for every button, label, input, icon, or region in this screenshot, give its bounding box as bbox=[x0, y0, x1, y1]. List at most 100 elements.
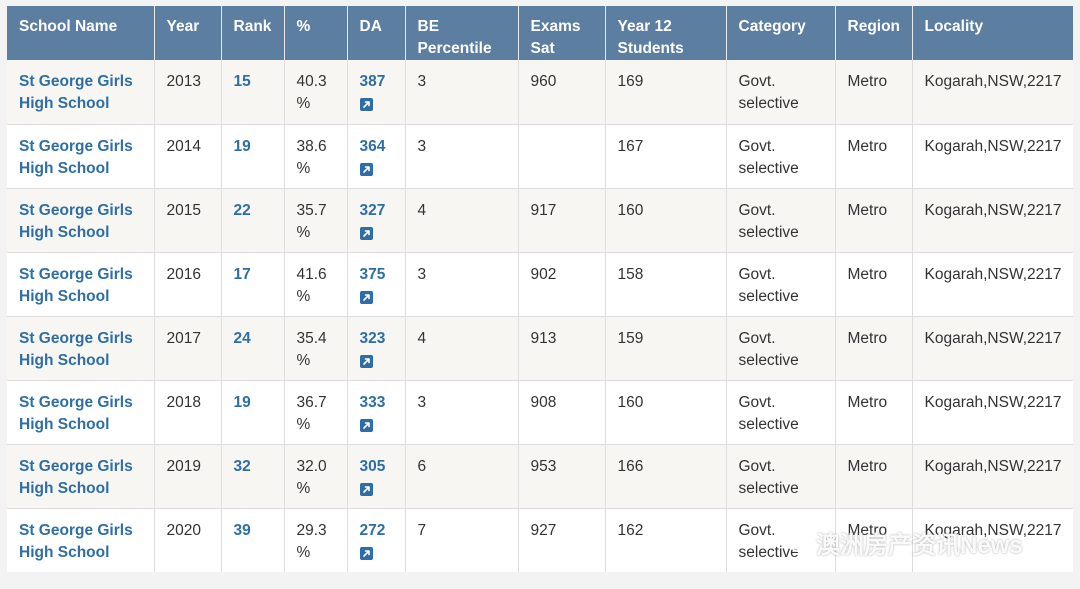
rank-link[interactable]: 19 bbox=[233, 393, 251, 411]
cell-percent: 35.7% bbox=[284, 187, 348, 252]
school-link[interactable]: St George Girls High School bbox=[19, 458, 133, 497]
locality-value: Kogarah,NSW,2217 bbox=[924, 457, 1062, 475]
cell-region: Metro bbox=[835, 60, 913, 124]
percent-value: 29.3 bbox=[296, 521, 327, 539]
category-line1: Govt. bbox=[738, 393, 776, 411]
external-link-icon[interactable] bbox=[359, 226, 373, 240]
column-header-exams-sat: Exams Sat bbox=[518, 6, 606, 60]
watermark-text: 澳洲房产资讯News bbox=[816, 531, 1023, 559]
cell-rank: 24 bbox=[221, 315, 285, 380]
cell-region: Metro bbox=[835, 251, 913, 316]
cell-year12-students: 166 bbox=[605, 443, 727, 508]
da-link[interactable]: 333 bbox=[359, 393, 386, 411]
school-name-line1: St George Girls bbox=[19, 329, 133, 347]
external-link-icon[interactable] bbox=[359, 290, 373, 304]
cell-da: 272 bbox=[347, 507, 406, 572]
da-link[interactable]: 327 bbox=[359, 201, 386, 219]
cell-category: Govt. selective bbox=[726, 187, 836, 252]
rank-link[interactable]: 39 bbox=[233, 521, 251, 539]
category-line1: Govt. bbox=[738, 521, 776, 539]
region-value: Metro bbox=[847, 457, 888, 475]
school-name-line1: St George Girls bbox=[19, 457, 133, 475]
column-header-label-line2: Sat bbox=[530, 40, 555, 57]
cell-year: 2013 bbox=[154, 60, 222, 124]
rank-link[interactable]: 22 bbox=[233, 201, 251, 219]
da-link[interactable]: 375 bbox=[359, 265, 386, 283]
cell-be-percentile: 4 bbox=[405, 187, 519, 252]
cell-rank: 17 bbox=[221, 251, 285, 316]
external-link-icon[interactable] bbox=[359, 98, 373, 112]
exams-value: 927 bbox=[530, 521, 557, 539]
rank-link[interactable]: 32 bbox=[233, 457, 251, 475]
da-link[interactable]: 364 bbox=[359, 137, 386, 155]
cell-category: Govt. selective bbox=[726, 123, 836, 188]
external-link-icon[interactable] bbox=[359, 162, 373, 176]
school-link[interactable]: St George Girls High School bbox=[19, 202, 133, 241]
category-line2: selective bbox=[738, 223, 799, 241]
cell-locality: Kogarah,NSW,2217 bbox=[912, 379, 1073, 444]
column-header-label: Locality bbox=[924, 18, 984, 35]
school-name-line2: High School bbox=[19, 479, 110, 497]
school-link[interactable]: St George Girls High School bbox=[19, 522, 133, 561]
rank-link[interactable]: 17 bbox=[233, 265, 251, 283]
percent-value: 32.0 bbox=[296, 457, 327, 475]
cell-be-percentile: 3 bbox=[405, 60, 519, 124]
percent-sign: % bbox=[296, 159, 311, 177]
percent-value: 36.7 bbox=[296, 393, 327, 411]
school-name-line2: High School bbox=[19, 95, 110, 112]
students-value: 160 bbox=[617, 201, 644, 219]
column-header-label: Category bbox=[738, 18, 806, 35]
table-row: St George Girls High School 2013 15 40.3% 387… bbox=[7, 60, 1073, 124]
da-link[interactable]: 305 bbox=[359, 457, 386, 475]
cell-school-name: St George Girls High School bbox=[7, 187, 155, 252]
da-link[interactable]: 323 bbox=[359, 329, 386, 347]
external-link-icon[interactable] bbox=[359, 482, 373, 496]
percent-value: 35.4 bbox=[296, 329, 327, 347]
cell-be-percentile: 7 bbox=[405, 507, 519, 572]
cell-category: Govt. selective bbox=[726, 379, 836, 444]
be-value: 7 bbox=[417, 521, 427, 539]
category-line1: Govt. bbox=[738, 329, 776, 347]
region-value: Metro bbox=[847, 137, 888, 155]
table-row: St George Girls High School 2016 17 41.6% 375… bbox=[7, 251, 1073, 316]
column-header-year12-students: Year 12 Students bbox=[605, 6, 727, 60]
students-value: 160 bbox=[617, 393, 644, 411]
da-link[interactable]: 272 bbox=[359, 521, 386, 539]
school-name-line1: St George Girls bbox=[19, 265, 133, 283]
school-link[interactable]: St George Girls High School bbox=[19, 73, 133, 112]
school-link[interactable]: St George Girls High School bbox=[19, 138, 133, 177]
school-link[interactable]: St George Girls High School bbox=[19, 330, 133, 369]
be-value: 3 bbox=[417, 393, 427, 411]
cell-da: 305 bbox=[347, 443, 406, 508]
school-name-line1: St George Girls bbox=[19, 393, 133, 411]
cell-year: 2016 bbox=[154, 251, 222, 316]
percent-value: 38.6 bbox=[296, 137, 327, 155]
cell-rank: 19 bbox=[221, 123, 285, 188]
external-link-icon[interactable] bbox=[359, 546, 373, 560]
cell-year12-students: 159 bbox=[605, 315, 727, 380]
rank-link[interactable]: 24 bbox=[233, 329, 251, 347]
da-link[interactable]: 387 bbox=[359, 73, 386, 90]
cell-category: Govt. selective bbox=[726, 443, 836, 508]
external-link-icon[interactable] bbox=[359, 354, 373, 368]
column-header-label: % bbox=[296, 18, 311, 35]
cell-region: Metro bbox=[835, 379, 913, 444]
year-value: 2013 bbox=[166, 73, 201, 90]
external-link-icon[interactable] bbox=[359, 418, 373, 432]
cell-percent: 40.3% bbox=[284, 60, 348, 124]
category-line2: selective bbox=[738, 95, 799, 112]
school-link[interactable]: St George Girls High School bbox=[19, 266, 133, 305]
rank-link[interactable]: 15 bbox=[233, 73, 251, 90]
region-value: Metro bbox=[847, 201, 888, 219]
cell-exams-sat bbox=[518, 123, 606, 188]
school-link[interactable]: St George Girls High School bbox=[19, 394, 133, 433]
column-header-label-line2: Percentile bbox=[417, 40, 492, 57]
cell-school-name: St George Girls High School bbox=[7, 315, 155, 380]
be-value: 6 bbox=[417, 457, 427, 475]
exams-value: 902 bbox=[530, 265, 557, 283]
cell-region: Metro bbox=[835, 507, 913, 572]
rank-link[interactable]: 19 bbox=[233, 137, 251, 155]
wechat-icon bbox=[781, 531, 808, 553]
cell-exams-sat: 908 bbox=[518, 379, 606, 444]
table-row: St George Girls High School 2020 39 29.3% 272… bbox=[7, 507, 1073, 572]
